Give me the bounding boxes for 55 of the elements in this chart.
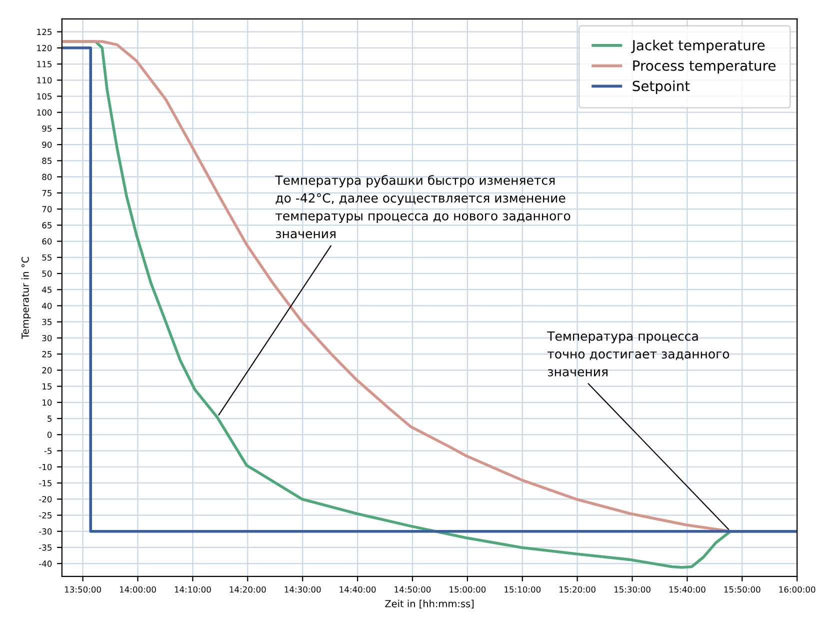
x-tick-label: 14:30:00 [284,586,321,593]
y-tick-label: -5 [44,448,52,454]
y-tick-label: 15 [42,383,52,390]
y-tick-label: 110 [37,77,52,84]
y-tick-label: -40 [39,560,52,567]
y-tick-label: -35 [39,544,52,551]
y-tick-label: 90 [42,142,52,148]
y-tick-label: -10 [39,464,52,470]
y-tick-label: 45 [42,286,52,293]
y-tick-label: 30 [42,334,52,342]
x-tick-label: 15:30:00 [614,586,650,593]
y-tick-label: 50 [42,270,52,277]
y-tick-label: 85 [42,158,52,164]
y-tick-label: 0 [47,432,52,438]
y-tick-label: 60 [42,238,52,245]
x-tick-label: 14:40:00 [340,586,376,593]
y-tick-label: -15 [39,480,52,486]
x-tick-label: 16:00:00 [779,586,816,593]
y-tick-label: 100 [37,109,52,116]
y-tick-label: 120 [37,44,52,52]
y-tick-label: 80 [42,174,52,180]
y-axis-title: Temperatur in °C [21,256,31,339]
x-tick-label: 14:10:00 [174,586,211,593]
y-tick-label: -30 [39,528,52,535]
y-tick-label: 5 [48,416,52,422]
legend-label: Setpoint [632,80,690,94]
legend-label: Jacket temperature [631,40,765,54]
y-tick-label: -20 [39,496,52,502]
annotation: Температура процесса точно достигает заданного значения [547,332,730,376]
x-tick-label: 15:20:00 [560,586,596,593]
x-tick-label: 14:50:00 [394,586,431,593]
y-tick-label: 70 [42,206,52,212]
annotation: Температура рубашки быстро изменяется до -42°C, далее осуществляется изменение температуры процесса до нового заданного значения [275,175,570,238]
x-axis-title: Zeit in [hh:mm:ss] [385,600,474,608]
y-tick-label: 10 [42,399,52,406]
y-tick-label: -25 [39,512,52,518]
y-tick-label: 115 [37,61,52,68]
x-tick-label: 13:50:00 [65,586,101,593]
y-tick-label: 65 [42,222,52,228]
x-tick-label: 15:40:00 [669,586,706,593]
y-tick-label: 125 [37,28,52,36]
y-tick-label: 105 [37,93,52,100]
x-tick-label: 15:10:00 [504,586,541,593]
y-tick-label: 20 [42,367,52,374]
x-tick-label: 14:00:00 [120,586,156,593]
y-tick-label: 35 [42,318,52,326]
y-tick-label: 25 [42,351,52,358]
y-tick-label: 55 [42,254,52,261]
x-tick-label: 15:00:00 [450,586,486,593]
y-tick-label: 40 [42,302,52,310]
x-tick-label: 15:50:00 [724,586,760,593]
x-tick-label: 14:20:00 [230,586,266,593]
legend-label: Process temperature [633,60,776,74]
y-tick-label: 75 [42,190,52,196]
y-tick-label: 95 [42,125,52,132]
